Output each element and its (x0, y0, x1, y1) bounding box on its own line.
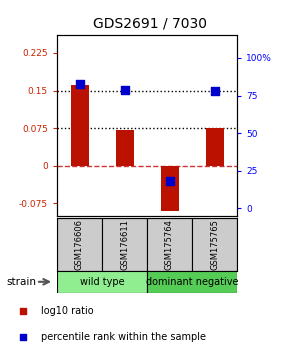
Bar (147, 271, 237, 293)
Bar (102, 218, 147, 271)
Text: percentile rank within the sample: percentile rank within the sample (40, 332, 206, 342)
Text: wild type: wild type (80, 277, 124, 287)
Text: GDS2691 / 7030: GDS2691 / 7030 (93, 16, 207, 30)
Bar (57, 271, 147, 293)
Text: log10 ratio: log10 ratio (40, 306, 93, 316)
Bar (116, 130, 134, 166)
Text: GSM176611: GSM176611 (120, 219, 129, 270)
Bar (57, 218, 102, 271)
Point (167, 178, 172, 184)
Bar (192, 218, 237, 271)
Bar (160, 166, 178, 211)
Point (122, 87, 127, 92)
Text: GSM176606: GSM176606 (75, 219, 84, 270)
Point (212, 88, 217, 94)
Text: GSM175764: GSM175764 (165, 219, 174, 270)
Bar (147, 218, 192, 271)
Text: strain: strain (6, 277, 36, 287)
Text: GSM175765: GSM175765 (210, 219, 219, 270)
Point (77, 81, 82, 86)
Text: dominant negative: dominant negative (146, 277, 238, 287)
Bar (70, 85, 88, 166)
Bar (206, 128, 224, 166)
